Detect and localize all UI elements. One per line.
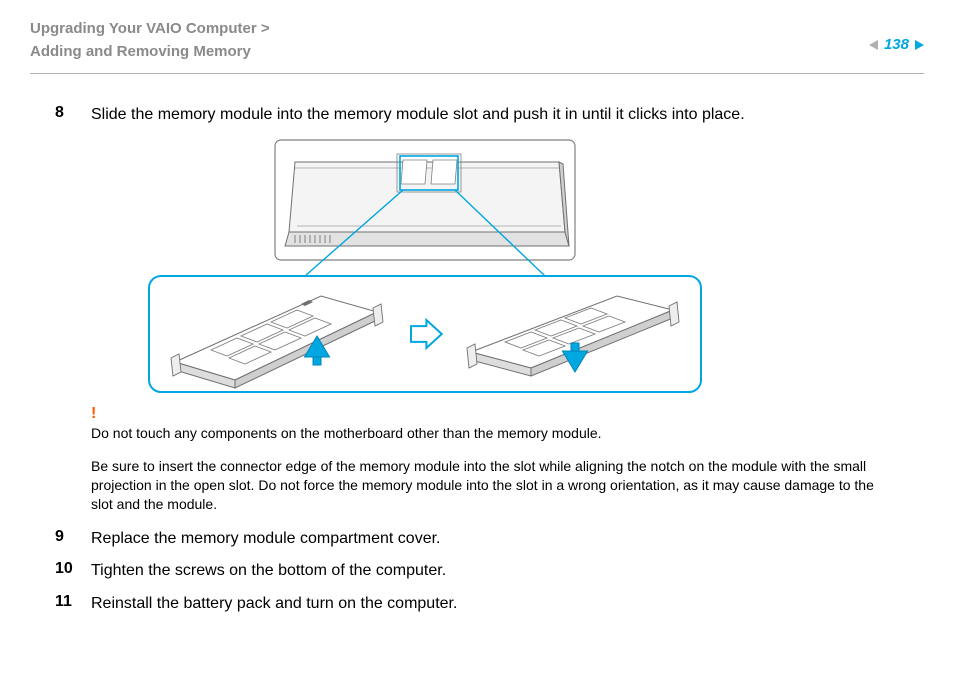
step-number: 9 <box>55 528 91 550</box>
breadcrumb-line1: Upgrading Your VAIO Computer > <box>30 18 270 41</box>
step-text: Replace the memory module compartment co… <box>91 528 440 550</box>
page-content: 8 Slide the memory module into the memor… <box>30 104 924 615</box>
warning-icon: ! <box>91 406 899 422</box>
step-number: 8 <box>55 104 91 126</box>
warning-text-2: Be sure to insert the connector edge of … <box>91 457 899 514</box>
page-number: 138 <box>884 36 909 53</box>
warning-block: ! Do not touch any components on the mot… <box>91 406 899 443</box>
warning-text-1: Do not touch any components on the mothe… <box>91 424 899 443</box>
diagram-svg <box>145 136 705 396</box>
step-row: 10 Tighten the screws on the bottom of t… <box>55 560 899 582</box>
prev-page-icon[interactable] <box>869 40 878 50</box>
instruction-diagram <box>145 136 899 396</box>
step-text: Reinstall the battery pack and turn on t… <box>91 593 457 615</box>
step-number: 10 <box>55 560 91 582</box>
step-text: Tighten the screws on the bottom of the … <box>91 560 446 582</box>
step-number: 11 <box>55 593 91 615</box>
breadcrumb-line2: Adding and Removing Memory <box>30 41 270 64</box>
step-row: 9 Replace the memory module compartment … <box>55 528 899 550</box>
breadcrumb: Upgrading Your VAIO Computer > Adding an… <box>30 18 270 63</box>
next-page-icon[interactable] <box>915 40 924 50</box>
step-row: 8 Slide the memory module into the memor… <box>55 104 899 126</box>
page-header: Upgrading Your VAIO Computer > Adding an… <box>30 18 924 74</box>
step-row: 11 Reinstall the battery pack and turn o… <box>55 593 899 615</box>
page-nav: 138 <box>869 18 924 53</box>
step-text: Slide the memory module into the memory … <box>91 104 745 126</box>
